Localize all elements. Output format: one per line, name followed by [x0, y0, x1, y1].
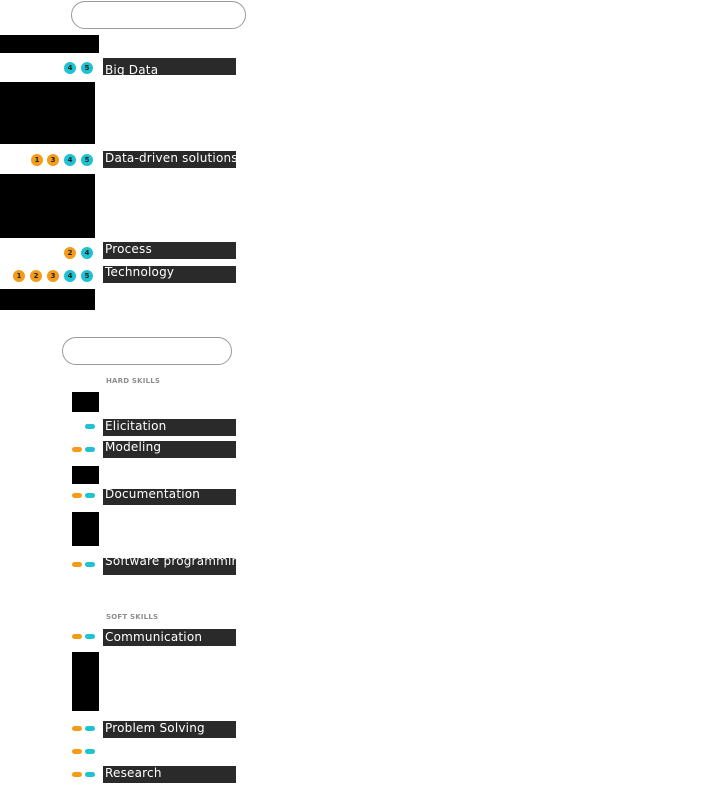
black-block-2 [0, 82, 95, 144]
label-process[interactable]: Process [103, 242, 236, 259]
black-block-1 [0, 35, 99, 53]
badge-3-icon: 3 [47, 154, 59, 166]
level-dash-icon [72, 493, 82, 498]
label-data-driven[interactable]: Data-driven solutions [103, 151, 236, 168]
level-dash-icon [85, 634, 95, 639]
search-pill-top[interactable] [71, 1, 246, 29]
label-documentation[interactable]: Documentation [103, 489, 236, 505]
level-dash-icon [85, 772, 95, 777]
label-research[interactable]: Research [103, 766, 236, 783]
badge-4-icon: 4 [64, 154, 76, 166]
badge-2-icon: 2 [64, 247, 76, 259]
level-dash-icon [72, 726, 82, 731]
level-dash-icon [85, 562, 95, 567]
black-block-8 [72, 652, 99, 711]
search-pill-skills[interactable] [62, 337, 232, 365]
label-big-data[interactable]: Big Data [103, 58, 236, 75]
black-block-4 [0, 289, 95, 310]
badge-5-icon: 5 [81, 62, 93, 74]
badge-5-icon: 5 [81, 154, 93, 166]
label-problem-solving[interactable]: Problem Solving [103, 721, 236, 738]
badge-4-icon: 4 [64, 62, 76, 74]
label-technology[interactable]: Technology [103, 266, 236, 283]
label-communication[interactable]: Communication [103, 629, 236, 646]
badge-1-icon: 1 [13, 270, 25, 282]
badge-4-icon: 4 [81, 247, 93, 259]
section-hard-skills: HARD SKILLS [106, 377, 161, 385]
black-block-6 [72, 466, 99, 484]
label-modeling[interactable]: Modeling [103, 441, 236, 458]
badge-2-icon: 2 [30, 270, 42, 282]
black-block-5 [72, 392, 99, 412]
level-dash-icon [72, 772, 82, 777]
black-block-7 [72, 512, 99, 546]
badge-1-icon: 1 [31, 154, 43, 166]
black-block-3 [0, 174, 95, 238]
label-elicitation[interactable]: Elicitation [103, 419, 236, 436]
level-dash-icon [85, 447, 95, 452]
level-dash-icon [72, 749, 82, 754]
level-dash-icon [85, 726, 95, 731]
level-dash-icon [85, 749, 95, 754]
badge-4-icon: 4 [64, 270, 76, 282]
badge-5-icon: 5 [81, 270, 93, 282]
label-software-programming[interactable]: Software programming [103, 558, 236, 575]
level-dash-icon [72, 562, 82, 567]
level-dash-icon [85, 493, 95, 498]
section-soft-skills: SOFT SKILLS [106, 613, 159, 621]
level-dash-icon [72, 634, 82, 639]
level-dash-icon [72, 447, 82, 452]
badge-3-icon: 3 [47, 270, 59, 282]
level-dash-icon [85, 424, 95, 429]
